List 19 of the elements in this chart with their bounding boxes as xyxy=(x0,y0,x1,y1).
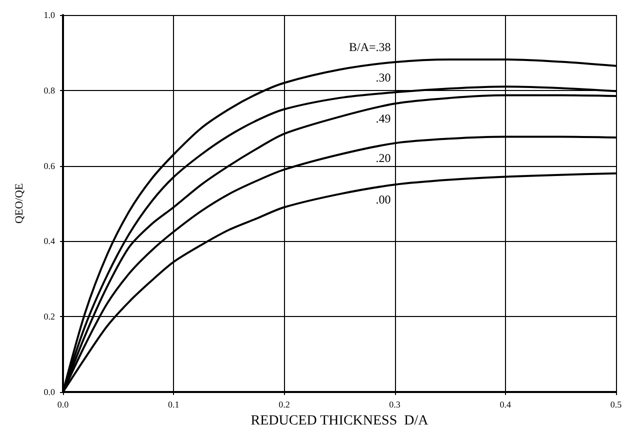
y-tick-label: 0.6 xyxy=(44,160,56,171)
y-tick-label: 0.8 xyxy=(44,85,56,96)
x-tick-label: 0.4 xyxy=(500,400,512,410)
series-label: .20 xyxy=(376,151,391,166)
series-label: B/A=.38 xyxy=(349,40,391,54)
y-tick-label: 0.0 xyxy=(44,387,56,397)
y-tick-label: 0.2 xyxy=(44,312,55,322)
x-tick-label: 0.1 xyxy=(168,400,180,410)
series-label: .30 xyxy=(376,70,391,84)
x-axis-title: REDUCED THICKNESS D/A xyxy=(250,414,430,428)
series-label: .49 xyxy=(376,112,391,126)
series-label: .00 xyxy=(376,192,391,207)
y-axis-title: QEO/QE xyxy=(14,183,26,224)
y-tick-label: 0.4 xyxy=(44,236,56,246)
x-tick-label: 0.2 xyxy=(278,400,290,410)
y-tick-label: 1.0 xyxy=(44,10,56,20)
x-tick-label: 0.5 xyxy=(610,400,622,410)
x-tick-label: 0.0 xyxy=(57,400,70,410)
x-tick-label: 0.3 xyxy=(389,400,401,410)
